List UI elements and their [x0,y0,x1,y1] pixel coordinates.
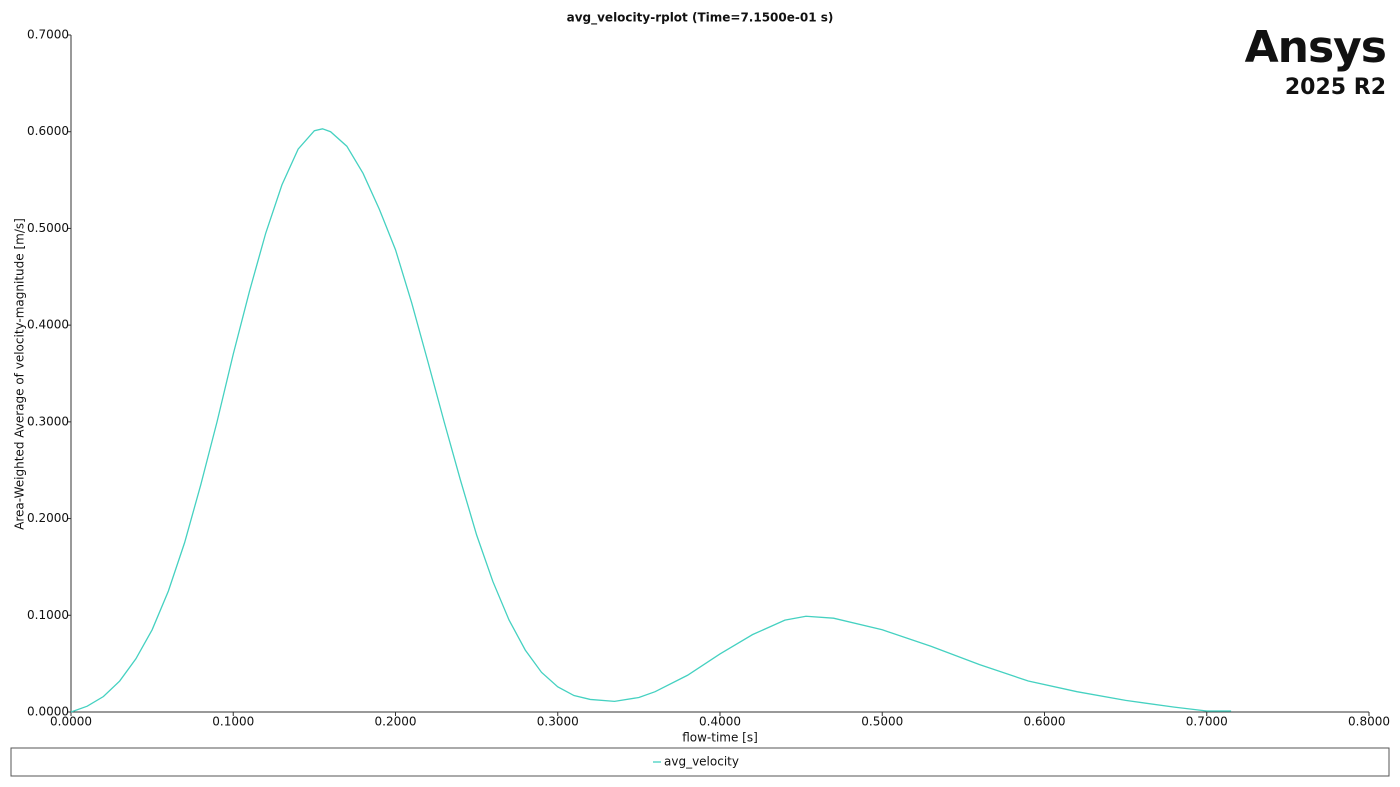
x-tick-label: 0.5000 [861,715,903,729]
y-tick-label: 0.3000 [27,414,69,428]
x-tick-label: 0.2000 [375,715,417,729]
x-tick-label: 0.4000 [699,715,741,729]
x-axis-label: flow-time [s] [682,731,758,745]
x-tick-label: 0.3000 [537,715,579,729]
x-tick-label: 0.7000 [1186,715,1228,729]
legend-box [10,747,1390,777]
data-line [70,128,1232,713]
chart-title: avg_velocity-rplot (Time=7.1500e-01 s) [567,11,834,26]
y-tick-label: 0.6000 [27,124,69,138]
logo-name: Ansys [1245,22,1386,73]
y-tick-label: 0.1000 [27,608,69,622]
x-tick-label: 0.0000 [50,715,92,729]
y-tick-label: 0.5000 [27,221,69,235]
y-axis-label: Area-Weighted Average of velocity-magnit… [13,218,27,530]
logo-version: 2025 R2 [1285,75,1386,100]
legend-label: avg_velocity [664,755,739,769]
y-tick-label: 0.4000 [27,318,69,332]
x-tick-label: 0.8000 [1348,715,1390,729]
x-tick-label: 0.1000 [212,715,254,729]
y-tick-label: 0.0000 [27,705,69,719]
y-tick-label: 0.7000 [27,28,69,42]
x-tick-label: 0.6000 [1024,715,1066,729]
y-tick-label: 0.2000 [27,511,69,525]
